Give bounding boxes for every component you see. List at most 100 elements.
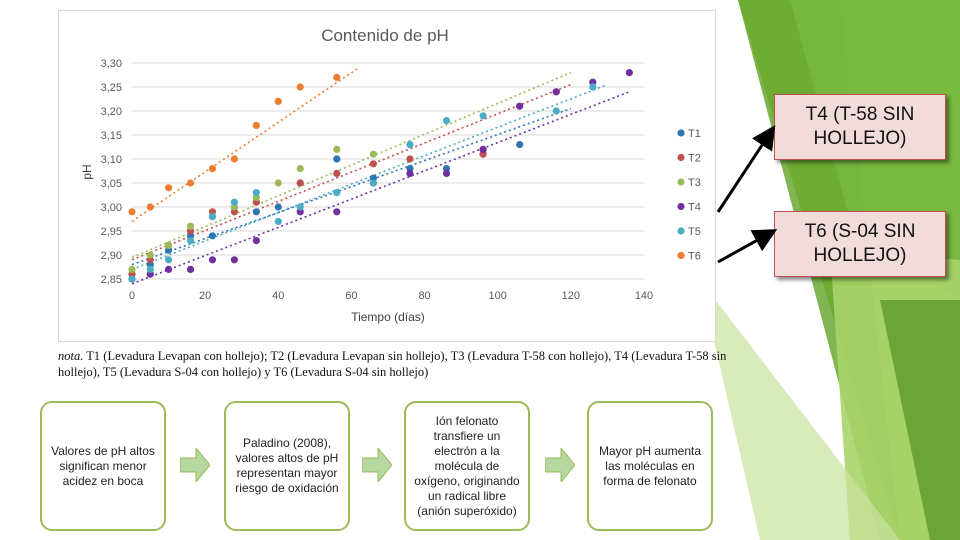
y-tick-label: 3,25 [101,82,122,94]
trendline-t3 [131,71,572,259]
point-t4 [208,256,217,264]
flow-arrow-1-icon [180,448,210,482]
legend-marker-t6 [677,251,685,260]
point-t3 [146,251,154,259]
y-tick-label: 3,20 [101,106,122,118]
chart-legend: T1 T2 T3 T4 T5 T6 [677,128,701,263]
point-t5 [589,83,597,91]
point-t2 [369,160,377,168]
legend-label-t3: T3 [688,177,701,189]
point-t5 [146,265,154,273]
point-t6 [164,184,173,192]
point-t3 [333,145,341,153]
point-t4 [333,208,341,216]
point-t4 [230,256,238,264]
point-t4 [186,265,195,273]
flow-box-3-text: Ión felonato transfiere un electrón a la… [414,413,520,518]
y-tick-label: 2,85 [101,274,122,286]
y-tick-label: 3,00 [101,202,122,214]
point-t5 [369,179,377,187]
flow-box-3: Ión felonato transfiere un electrón a la… [404,401,530,531]
legend-marker-t1 [677,129,685,137]
flow-box-1-text: Valores de pH altos significan menor aci… [51,443,155,488]
point-t4 [442,169,451,177]
point-t5 [274,217,282,225]
callout-t4-text: T4 (T-58 SIN HOLLEJO) [805,104,915,149]
flow-arrow-2-icon [362,448,392,482]
point-t5 [333,189,341,197]
pointer-t4 [716,124,776,213]
legend-label-t5: T5 [688,226,701,238]
x-axis-label: Tiempo (días) [351,310,425,324]
point-t3 [369,150,377,158]
flow-box-4-text: Mayor pH aumenta las moléculas en forma … [598,443,702,488]
point-t5 [406,141,414,149]
y-tick-label: 2,95 [101,226,122,238]
legend-marker-t3 [677,178,685,186]
trendline-t6 [131,67,360,223]
point-t1 [516,141,524,149]
x-tick-label: 20 [199,290,211,302]
y-tick-label: 3,10 [101,154,122,166]
legend-label-t4: T4 [688,202,701,214]
point-t4 [252,237,260,245]
y-tick-label: 2,90 [101,250,122,262]
point-t5 [296,203,304,211]
point-t6 [186,179,195,187]
y-axis-ticks: 2,85 2,90 2,95 3,00 3,05 3,10 3,15 3,20 3,25 3,30 [101,58,122,286]
point-t5 [230,198,238,206]
point-t6 [208,165,217,173]
trendline-t4 [131,91,630,285]
point-t5 [479,112,487,120]
y-tick-label: 3,15 [101,130,122,142]
point-t6 [333,73,341,81]
point-t2 [406,155,414,163]
point-t4 [164,265,173,273]
callout-t6-text: T6 (S-04 SIN HOLLEJO) [804,221,916,266]
x-tick-label: 100 [489,290,507,302]
ph-chart: Contenido de pH 2,85 2,90 2,95 3,00 3,05 3,10… [80,26,701,324]
chart-note: nota. T1 (Levadura Levapan con hollejo);… [58,348,738,380]
legend-label-t1: T1 [688,128,701,140]
point-t4 [552,88,560,96]
point-t6 [230,155,238,163]
x-tick-label: 0 [129,290,135,302]
legend-marker-t2 [677,153,685,162]
point-t4 [406,169,414,177]
flow-box-1: Valores de pH altos significan menor aci… [40,401,166,531]
flow-box-2-text: Paladino (2008), valores altos de pH rep… [235,436,339,495]
point-t1 [208,232,217,240]
note-lead: nota. [58,349,84,363]
point-t6 [274,97,282,105]
point-t3 [274,179,282,187]
point-t3 [128,265,136,273]
point-t1 [274,203,282,211]
point-t1 [333,155,341,163]
flow-box-2: Paladino (2008), valores altos de pH rep… [224,401,350,531]
x-tick-label: 80 [418,290,430,302]
point-t4 [625,69,633,77]
y-tick-label: 3,30 [101,58,122,70]
deco-facet-6 [880,300,960,540]
x-tick-label: 120 [562,290,580,302]
point-t3 [186,222,195,230]
flow-box-4: Mayor pH aumenta las moléculas en forma … [587,401,713,531]
x-tick-label: 60 [345,290,357,302]
point-t5 [442,117,451,125]
point-t4 [479,145,487,153]
deco-facet-5 [700,280,900,540]
point-t5 [252,189,260,197]
point-t1 [252,208,260,216]
data-points [128,69,633,283]
note-text: T1 (Levadura Levapan con hollejo); T2 (L… [58,349,727,379]
legend-marker-t5 [677,227,685,235]
point-t6 [296,83,304,91]
point-t2 [296,179,304,187]
point-t6 [252,121,260,129]
callout-t6: T6 (S-04 SIN HOLLEJO) [774,211,946,277]
point-t3 [164,241,173,249]
point-t5 [208,213,217,221]
legend-label-t2: T2 [688,153,701,165]
chart-frame [58,10,716,342]
